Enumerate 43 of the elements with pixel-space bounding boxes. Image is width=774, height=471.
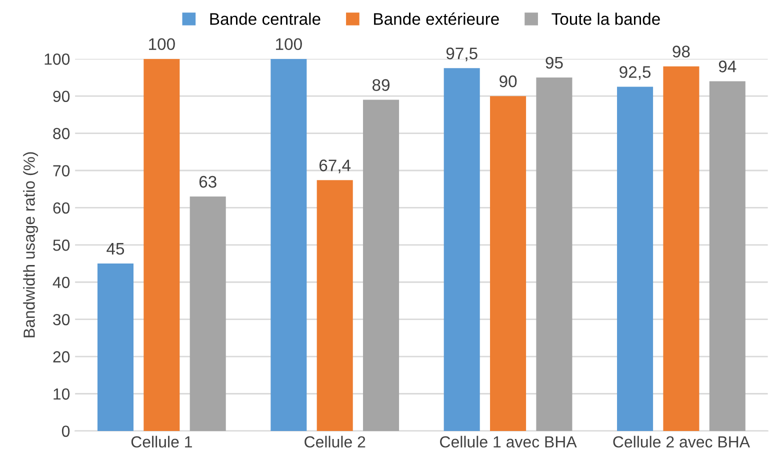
y-tick-label: 70 — [53, 165, 70, 176]
data-label: 67,4 — [319, 160, 351, 174]
data-label: 89 — [372, 79, 390, 91]
legend-label: Bande centrale — [210, 12, 320, 25]
bar — [97, 264, 134, 431]
y-tick-label: 50 — [53, 240, 70, 251]
y-tick-label: 100 — [44, 54, 70, 65]
bar — [709, 81, 746, 431]
data-label: 100 — [276, 38, 302, 50]
bar — [190, 196, 226, 431]
y-tick-label: 10 — [54, 388, 70, 400]
x-tick-label: Cellule 1 — [131, 436, 192, 448]
legend-label: Toute la bande — [552, 12, 660, 25]
y-axis-title: Bandwidth usage ratio (%) — [23, 152, 38, 338]
bar — [444, 68, 480, 431]
x-tick-label: Cellule 2 — [304, 436, 366, 448]
bar — [144, 58, 180, 431]
data-label: 98 — [672, 46, 690, 58]
bar — [490, 96, 526, 431]
y-tick-label: 0 — [62, 426, 70, 437]
bar — [663, 66, 700, 431]
y-tick-label: 60 — [53, 202, 70, 214]
data-label: 97,5 — [446, 48, 478, 62]
legend-label: Bande extérieure — [374, 12, 499, 25]
data-label: 45 — [106, 243, 124, 255]
data-label: 95 — [546, 56, 563, 69]
x-tick-label: Cellule 1 avec BHA — [440, 436, 577, 448]
data-label: 92,5 — [620, 66, 651, 80]
y-tick-label: 90 — [53, 90, 70, 102]
y-tick-label: 30 — [53, 314, 70, 326]
y-tick-label: 80 — [53, 128, 70, 140]
y-tick-label: 40 — [52, 276, 70, 288]
data-label: 100 — [149, 38, 175, 50]
data-label: 94 — [718, 60, 736, 72]
bar — [316, 180, 353, 431]
bar — [363, 100, 400, 431]
x-tick-label: Cellule 2 avec BHA — [613, 436, 750, 448]
bar — [270, 58, 307, 431]
data-label: 90 — [500, 75, 517, 88]
bar — [617, 86, 654, 431]
bar — [536, 77, 572, 431]
y-tick-label: 20 — [53, 351, 70, 362]
data-label: 63 — [199, 176, 216, 188]
